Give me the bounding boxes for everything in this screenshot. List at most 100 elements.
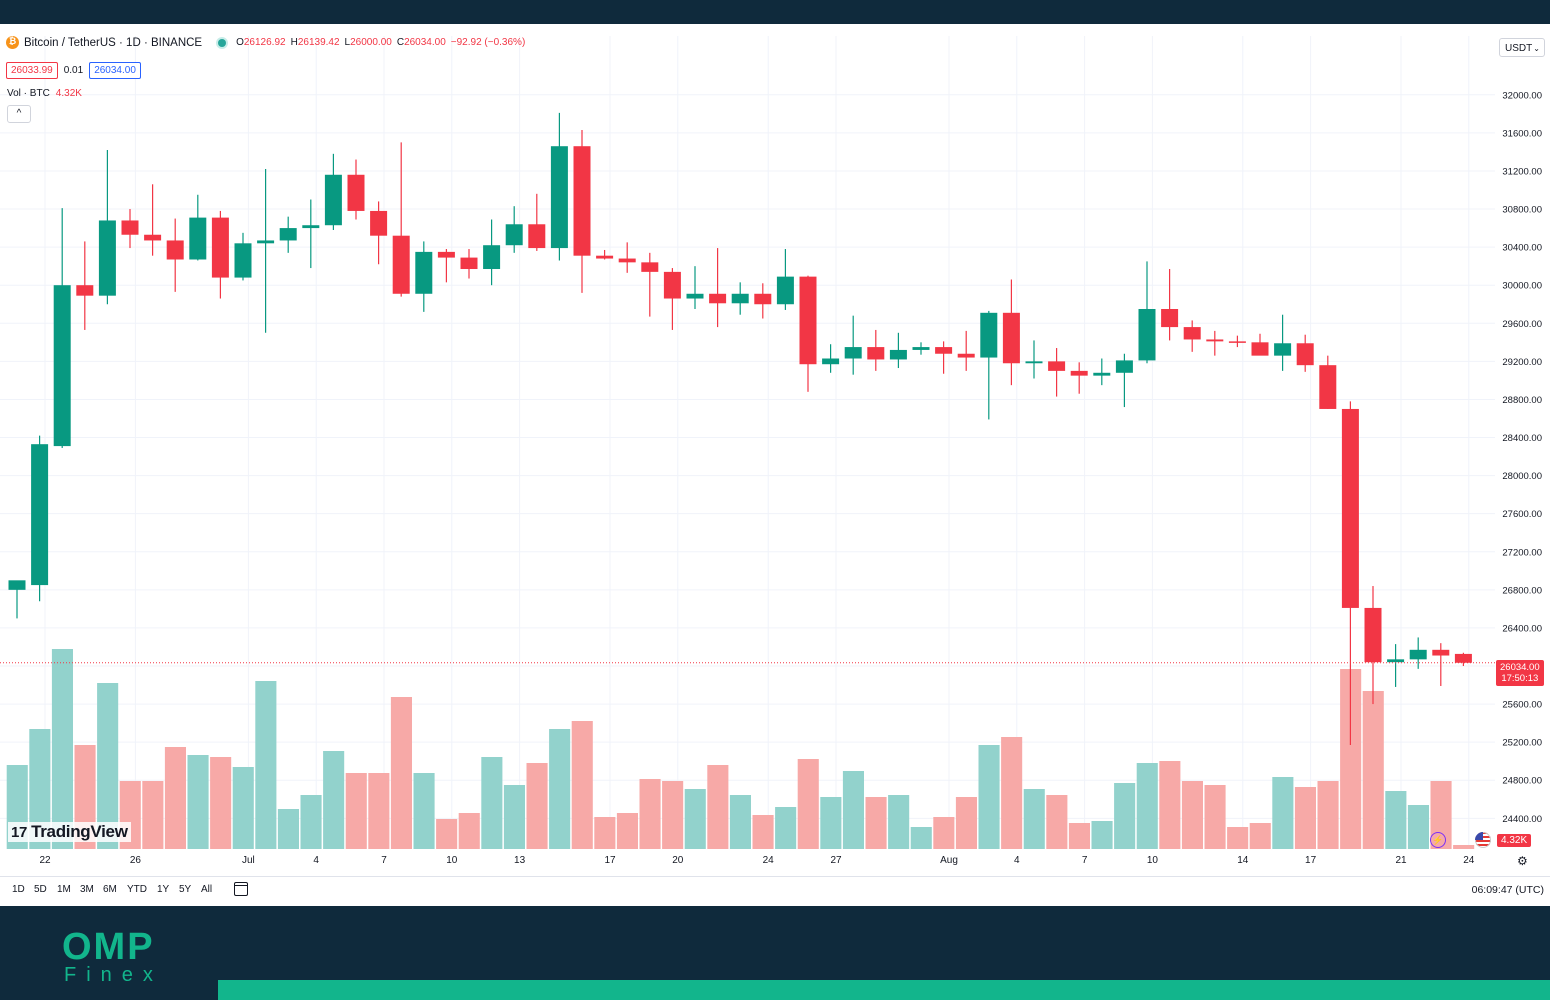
candle-body <box>460 257 478 270</box>
x-axis-tick-label: Jul <box>242 855 255 866</box>
volume-bar <box>707 765 729 849</box>
period-button-1m[interactable]: 1M <box>57 884 71 895</box>
y-axis-tick-label: 29200.00 <box>1502 357 1542 368</box>
brand-logo: OMP Finex <box>62 926 163 987</box>
collapse-legend-button[interactable]: ^ <box>7 105 31 123</box>
volume-bar <box>345 773 367 849</box>
candle-body <box>754 293 772 305</box>
volume-bar <box>684 789 706 849</box>
period-button-all[interactable]: All <box>201 884 213 895</box>
utc-clock[interactable]: 06:09:47 (UTC) <box>1471 884 1544 896</box>
accent-strip <box>218 980 1550 1000</box>
volume-bar <box>458 813 480 849</box>
volume-bar <box>1407 805 1429 849</box>
x-axis-tick-label: Aug <box>940 855 958 866</box>
brand-subname: Finex <box>64 964 163 986</box>
x-axis-tick-label: 24 <box>1463 855 1475 866</box>
volume-bar <box>503 785 525 849</box>
y-axis-tick-label: 26800.00 <box>1502 585 1542 596</box>
candle-body <box>1138 309 1156 361</box>
candle-body <box>573 146 591 256</box>
volume-bar <box>97 683 119 849</box>
volume-bar <box>1362 691 1384 849</box>
candle-body <box>302 225 320 229</box>
volume-bar <box>571 721 593 849</box>
volume-bar <box>481 757 503 849</box>
candle-body <box>1183 327 1201 340</box>
candle-body <box>1409 649 1427 660</box>
volume-tag: 4.32K <box>1497 834 1532 847</box>
candle-body <box>8 580 26 590</box>
period-button-5y[interactable]: 5Y <box>179 884 192 895</box>
candle-body <box>189 217 207 260</box>
candle-body <box>550 146 568 249</box>
y-axis-tick-label: 31200.00 <box>1502 166 1542 177</box>
sell-price-button[interactable]: 26033.99 <box>6 62 58 79</box>
volume-bar <box>323 751 345 849</box>
volume-bar <box>1249 823 1271 849</box>
period-button-3m[interactable]: 3M <box>80 884 94 895</box>
currency-selector[interactable]: USDT ⌄ <box>1499 38 1545 57</box>
volume-value: 4.32K <box>55 88 82 99</box>
volume-bar <box>933 817 955 849</box>
gear-icon[interactable]: ⚙ <box>1517 854 1528 868</box>
volume-bar <box>277 809 299 849</box>
symbol-legend: ₿ Bitcoin / TetherUS · 1D · BINANCE O261… <box>6 36 525 49</box>
volume-bar <box>616 813 638 849</box>
buy-price-button[interactable]: 26034.00 <box>89 62 141 79</box>
volume-bar <box>51 649 73 849</box>
ohlc-low: L26000.00 <box>344 37 392 48</box>
candle-body <box>324 174 342 226</box>
currency-label: USDT <box>1505 43 1533 54</box>
candle-body <box>1296 343 1314 366</box>
volume-bar <box>1204 785 1226 849</box>
volume-bar <box>1046 795 1068 849</box>
brand-name: OMP <box>62 926 155 968</box>
chevron-down-icon: ⌄ <box>1533 44 1540 53</box>
period-button-ytd[interactable]: YTD <box>127 884 147 895</box>
bitcoin-icon: ₿ <box>6 36 19 49</box>
chart-area[interactable]: 24400.0024800.0025200.0025600.0026000.00… <box>0 24 1550 906</box>
y-axis-tick-label: 30400.00 <box>1502 243 1542 254</box>
symbol-title[interactable]: Bitcoin / TetherUS · 1D · BINANCE <box>24 36 203 49</box>
volume-bar <box>1023 789 1045 849</box>
volume-bar <box>978 745 1000 849</box>
x-axis-tick-label: 10 <box>1147 855 1159 866</box>
y-axis-tick-label: 26400.00 <box>1502 623 1542 634</box>
candle-body <box>912 347 930 350</box>
candle-body <box>1070 370 1088 376</box>
period-button-5d[interactable]: 5D <box>34 884 47 895</box>
y-axis-tick-label: 30000.00 <box>1502 281 1542 292</box>
volume-bar <box>187 755 209 849</box>
candle-body <box>1115 360 1133 373</box>
period-toolbar: 1D 5D 1M 3M 6M YTD 1Y 5Y All 06:09:47 (U… <box>0 876 1550 905</box>
last-price-tag: 26034.00 17:50:13 <box>1496 660 1544 686</box>
candle-body <box>505 224 523 246</box>
candle-body <box>709 293 727 304</box>
us-flag-icon[interactable] <box>1475 832 1491 848</box>
calendar-icon[interactable] <box>234 882 248 896</box>
candle-body <box>392 235 410 294</box>
candle-body <box>822 358 840 365</box>
volume-bar <box>1159 761 1181 849</box>
candle-body <box>799 276 817 365</box>
candle-body <box>1274 343 1292 356</box>
candle-body <box>1093 372 1111 376</box>
lightning-icon[interactable]: ⚡ <box>1430 832 1446 848</box>
volume-bar <box>210 757 232 849</box>
candle-body <box>76 285 94 296</box>
candle-body <box>1251 342 1269 356</box>
tradingview-logo[interactable]: 17 TradingView <box>8 822 131 842</box>
period-button-1d[interactable]: 1D <box>12 884 25 895</box>
volume-bar <box>1340 669 1362 849</box>
y-axis-tick-label: 27600.00 <box>1502 509 1542 520</box>
period-button-1y[interactable]: 1Y <box>157 884 170 895</box>
period-button-6m[interactable]: 6M <box>103 884 117 895</box>
candle-body <box>437 251 455 258</box>
tradingview-mark-icon: 17 <box>11 824 28 841</box>
volume-bar <box>300 795 322 849</box>
y-axis-tick-label: 24400.00 <box>1502 814 1542 825</box>
ohlc-close: C26034.00 <box>396 37 446 48</box>
volume-bar <box>1181 781 1203 849</box>
candlestick-chart[interactable]: 24400.0024800.0025200.0025600.0026000.00… <box>0 24 1550 906</box>
